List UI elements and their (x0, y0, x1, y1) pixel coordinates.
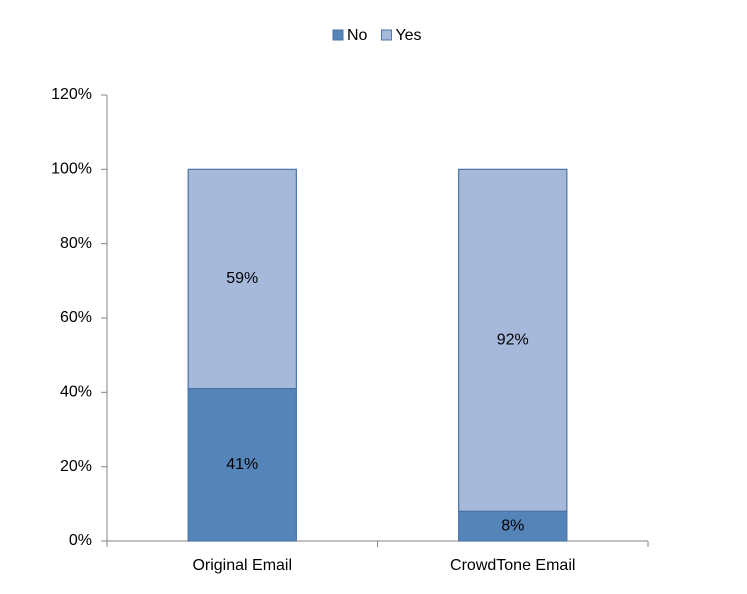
bar-segment (458, 168, 568, 512)
legend: No Yes (332, 27, 422, 44)
y-tick-label: 120% (51, 86, 92, 103)
bar-segment (187, 168, 297, 390)
y-tick-label: 100% (51, 161, 92, 178)
data-label: 8% (501, 517, 524, 534)
legend-label: No (347, 27, 368, 44)
data-label: 92% (497, 332, 529, 349)
data-label: 59% (226, 270, 258, 287)
x-tick-label: CrowdTone Email (450, 557, 575, 574)
x-tick-label: Original Email (192, 557, 292, 574)
y-tick-label: 40% (60, 384, 92, 401)
y-tick-label: 60% (60, 309, 92, 326)
data-label: 41% (226, 456, 258, 473)
legend-swatch (380, 29, 392, 41)
y-tick-label: 0% (69, 532, 92, 549)
legend-label: Yes (395, 27, 421, 44)
bar-segment (187, 388, 297, 542)
y-tick-label: 20% (60, 458, 92, 475)
legend-swatch (332, 29, 344, 41)
y-tick-label: 80% (60, 235, 92, 252)
